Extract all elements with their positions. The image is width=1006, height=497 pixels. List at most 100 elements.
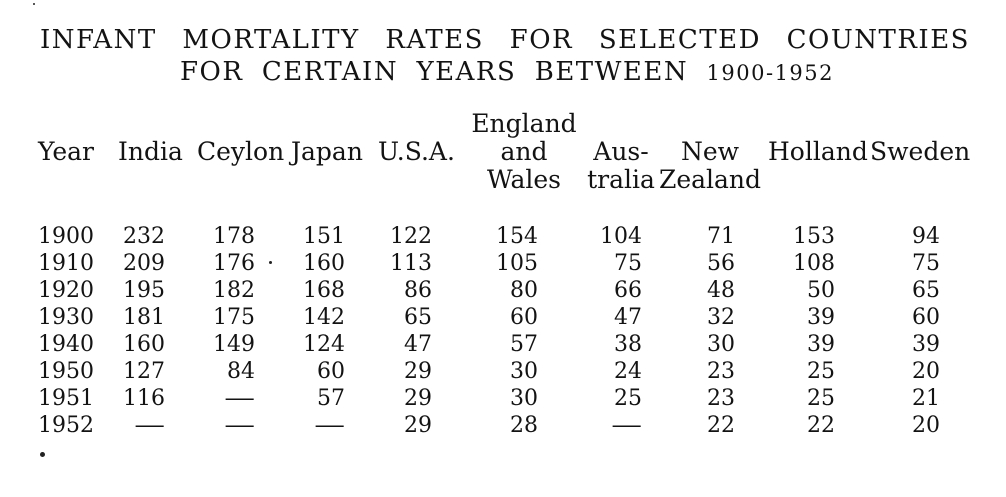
rate-cell: 47: [404, 332, 432, 357]
rate-cell: —: [611, 413, 642, 438]
column-header-holland: Holland: [768, 137, 868, 166]
rate-cell: 30: [707, 332, 735, 357]
rate-cell: 39: [807, 332, 835, 357]
title-line-2: FOR CERTAIN YEARS BETWEEN 1900-1952: [180, 56, 834, 89]
year-cell: 1910: [38, 251, 94, 276]
table-row: 1920 195 182 168 86 80 66 48 50 65: [0, 280, 1006, 302]
table-row: 1910 209 176 160 113 105 75 56 108 75: [0, 253, 1006, 275]
rate-cell: 80: [510, 278, 538, 303]
year-cell: 1940: [38, 332, 94, 357]
rate-cell: 105: [496, 251, 538, 276]
rate-cell: 22: [807, 413, 835, 438]
year-cell: 1950: [38, 359, 94, 384]
rate-cell: 25: [807, 386, 835, 411]
column-header-england-and-wales: England and Wales: [464, 110, 584, 194]
rate-cell: 57: [510, 332, 538, 357]
title-years: 1900-1952: [706, 61, 835, 85]
rate-cell: 47: [614, 305, 642, 330]
rate-cell: 56: [707, 251, 735, 276]
rate-cell: 127: [123, 359, 165, 384]
rate-cell: 20: [912, 359, 940, 384]
rate-cell: 160: [303, 251, 345, 276]
rate-cell: 60: [912, 305, 940, 330]
rate-cell: 71: [707, 224, 735, 249]
rate-cell: 28: [510, 413, 538, 438]
rate-cell: 154: [496, 224, 538, 249]
rate-cell: 66: [614, 278, 642, 303]
rate-cell: 32: [707, 305, 735, 330]
column-header-line: and: [500, 137, 548, 166]
rate-cell: 39: [912, 332, 940, 357]
scan-speck: [269, 261, 272, 264]
table-row: 1951 116 — 57 29 30 25 23 25 21: [0, 388, 1006, 410]
rate-cell: 50: [807, 278, 835, 303]
rate-cell: 151: [303, 224, 345, 249]
rate-cell: 38: [614, 332, 642, 357]
rate-cell: 181: [123, 305, 165, 330]
column-header-line: England: [471, 109, 577, 138]
year-cell: 1952: [38, 413, 94, 438]
rate-cell: 30: [510, 386, 538, 411]
rate-cell: 57: [317, 386, 345, 411]
rate-cell: 60: [317, 359, 345, 384]
table-row: 1900 232 178 151 122 154 104 71 153 94: [0, 226, 1006, 248]
rate-cell: 168: [303, 278, 345, 303]
scan-speck: [33, 3, 35, 5]
rate-cell: 60: [510, 305, 538, 330]
rate-cell: 25: [614, 386, 642, 411]
table-row: 1930 181 175 142 65 60 47 32 39 60: [0, 307, 1006, 329]
rate-cell: 21: [912, 386, 940, 411]
rate-cell: 20: [912, 413, 940, 438]
column-header-line: Wales: [486, 165, 562, 194]
column-header-line: tralia: [587, 165, 655, 194]
rate-cell: 22: [707, 413, 735, 438]
rate-cell: 209: [123, 251, 165, 276]
column-header-line: Aus-: [593, 137, 649, 166]
title-line-1: INFANT MORTALITY RATES FOR SELECTED COUN…: [40, 25, 970, 55]
rate-cell: 108: [793, 251, 835, 276]
rate-cell: 86: [404, 278, 432, 303]
rate-cell: 65: [404, 305, 432, 330]
rate-cell: 195: [123, 278, 165, 303]
rate-cell: 94: [912, 224, 940, 249]
rate-cell: 75: [912, 251, 940, 276]
rate-cell: 29: [404, 413, 432, 438]
column-header-new-zealand: New Zealand: [655, 138, 765, 194]
year-cell: 1900: [38, 224, 94, 249]
column-header-year: Year: [38, 137, 94, 166]
column-header-india: India: [118, 137, 183, 166]
rate-cell: —: [224, 413, 255, 438]
rate-cell: 84: [227, 359, 255, 384]
rate-cell: 142: [303, 305, 345, 330]
scan-speck: [40, 452, 45, 457]
column-header-australia: Aus- tralia: [581, 138, 661, 194]
year-cell: 1951: [38, 386, 94, 411]
rate-cell: 153: [793, 224, 835, 249]
table-row: 1950 127 84 60 29 30 24 23 25 20: [0, 361, 1006, 383]
rate-cell: 116: [123, 386, 165, 411]
rate-cell: 176: [213, 251, 255, 276]
table-row: 1940 160 149 124 47 57 38 30 39 39: [0, 334, 1006, 356]
rate-cell: 175: [213, 305, 255, 330]
rate-cell: 160: [123, 332, 165, 357]
rate-cell: 122: [390, 224, 432, 249]
rate-cell: 124: [303, 332, 345, 357]
rate-cell: 30: [510, 359, 538, 384]
rate-cell: —: [224, 386, 255, 411]
document-title: INFANT MORTALITY RATES FOR SELECTED COUN…: [0, 24, 1006, 88]
rate-cell: 75: [614, 251, 642, 276]
rate-cell: 24: [614, 359, 642, 384]
rate-cell: 48: [707, 278, 735, 303]
column-header-sweden: Sweden: [870, 137, 971, 166]
rate-cell: 25: [807, 359, 835, 384]
column-header-line: New: [680, 137, 740, 166]
column-header-japan: Japan: [291, 137, 363, 166]
rate-cell: —: [314, 413, 345, 438]
column-header-ceylon: Ceylon: [197, 137, 285, 166]
rate-cell: 113: [390, 251, 432, 276]
rate-cell: 23: [707, 386, 735, 411]
title-line-2-text: FOR CERTAIN YEARS BETWEEN: [180, 57, 689, 87]
rate-cell: —: [134, 413, 165, 438]
